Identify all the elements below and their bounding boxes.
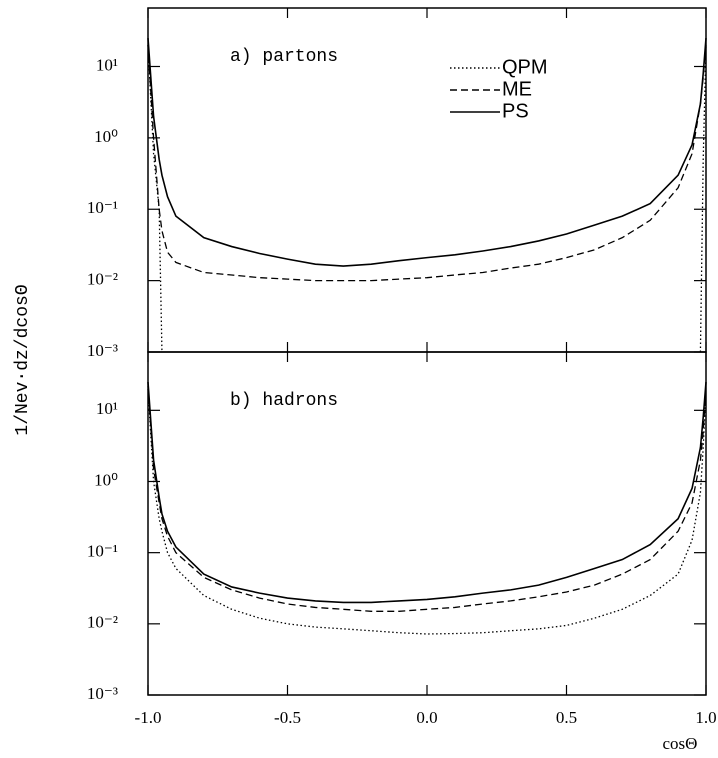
y-tick-label: 10⁻² [87, 270, 118, 289]
y-tick-label: 10⁻¹ [87, 542, 118, 561]
x-tick-label: 0.0 [416, 708, 437, 727]
series-line [147, 385, 707, 612]
x-tick-label: 0.5 [556, 708, 577, 727]
y-axis-label: 1/Nev·dz/dcosΘ [13, 284, 33, 435]
x-tick-label: 1.0 [695, 708, 716, 727]
x-axis-label: cosΘ [663, 734, 698, 753]
y-tick-label: 10⁻¹ [87, 198, 118, 217]
y-tick-label: 10¹ [96, 399, 118, 418]
panel-title: a) partons [230, 47, 338, 67]
series-line [147, 381, 707, 604]
y-tick-label: 10⁻² [87, 613, 118, 632]
panel-title: b) hadrons [230, 391, 338, 411]
y-tick-label: 10¹ [96, 55, 118, 74]
series-line [147, 388, 707, 635]
legend-label: PS [502, 100, 529, 122]
x-tick-label: -1.0 [135, 708, 162, 727]
series-line [147, 44, 707, 353]
y-tick-label: 10⁻³ [87, 684, 118, 703]
series-line [147, 44, 707, 282]
series-line [147, 38, 707, 267]
x-tick-label: -0.5 [274, 708, 301, 727]
legend-label: QPM [502, 56, 548, 78]
y-tick-label: 10⁻³ [87, 341, 118, 360]
y-tick-label: 10⁰ [94, 470, 118, 489]
legend-label: ME [502, 78, 532, 100]
y-tick-label: 10⁰ [94, 127, 118, 146]
